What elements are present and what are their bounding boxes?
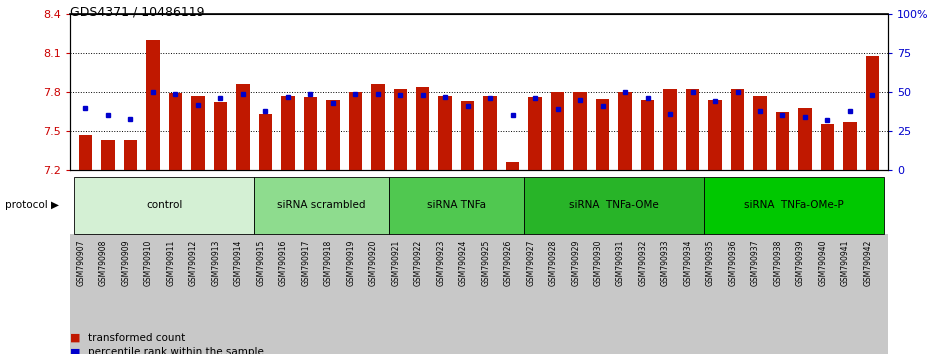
Text: GSM790907: GSM790907 <box>76 240 86 286</box>
Bar <box>506 162 520 170</box>
Text: siRNA  TNFa-OMe-P: siRNA TNFa-OMe-P <box>744 200 844 210</box>
Text: ■: ■ <box>70 333 80 343</box>
Bar <box>303 97 317 170</box>
Bar <box>551 92 565 170</box>
Text: siRNA TNFa: siRNA TNFa <box>427 200 486 210</box>
Bar <box>844 122 857 170</box>
Text: siRNA scrambled: siRNA scrambled <box>277 200 365 210</box>
Text: GSM790914: GSM790914 <box>233 240 243 286</box>
Text: GSM790912: GSM790912 <box>189 240 198 286</box>
Text: GSM790929: GSM790929 <box>571 240 580 286</box>
Bar <box>866 56 879 170</box>
Text: GSM790913: GSM790913 <box>211 240 220 286</box>
Text: GDS4371 / 10486119: GDS4371 / 10486119 <box>70 5 205 18</box>
Text: GSM790926: GSM790926 <box>504 240 512 286</box>
Bar <box>389 177 524 234</box>
Text: GSM790908: GSM790908 <box>99 240 108 286</box>
Text: siRNA  TNFa-OMe: siRNA TNFa-OMe <box>569 200 658 210</box>
Bar <box>101 140 114 170</box>
Bar <box>641 100 655 170</box>
Text: GSM790939: GSM790939 <box>796 240 805 286</box>
Bar <box>168 93 182 170</box>
Bar <box>74 177 254 234</box>
Text: GSM790917: GSM790917 <box>301 240 311 286</box>
Bar <box>326 100 339 170</box>
Bar <box>704 177 884 234</box>
Bar <box>461 101 474 170</box>
Text: protocol ▶: protocol ▶ <box>5 200 59 210</box>
Text: GSM790936: GSM790936 <box>728 240 737 286</box>
Bar <box>214 102 227 170</box>
Bar <box>124 140 138 170</box>
Bar <box>259 114 272 170</box>
Text: GSM790910: GSM790910 <box>144 240 153 286</box>
Text: GSM790925: GSM790925 <box>481 240 490 286</box>
Text: GSM790911: GSM790911 <box>166 240 176 286</box>
Text: GSM790922: GSM790922 <box>414 240 423 286</box>
Bar <box>528 97 542 170</box>
Text: GSM790923: GSM790923 <box>436 240 445 286</box>
Text: GSM790915: GSM790915 <box>257 240 265 286</box>
Bar <box>685 90 699 170</box>
Text: GSM790931: GSM790931 <box>616 240 625 286</box>
Bar <box>438 96 452 170</box>
Bar <box>192 96 205 170</box>
Text: GSM790932: GSM790932 <box>639 240 647 286</box>
Bar <box>776 112 790 170</box>
Bar <box>709 100 722 170</box>
Bar <box>349 92 362 170</box>
Bar <box>618 92 631 170</box>
Text: GSM790927: GSM790927 <box>526 240 535 286</box>
Text: GSM790942: GSM790942 <box>863 240 872 286</box>
Text: GSM790938: GSM790938 <box>774 240 782 286</box>
Bar <box>146 40 160 170</box>
Text: GSM790916: GSM790916 <box>279 240 288 286</box>
Text: GSM790928: GSM790928 <box>549 240 558 286</box>
Text: GSM790930: GSM790930 <box>593 240 603 286</box>
Bar <box>281 96 295 170</box>
Text: GSM790924: GSM790924 <box>458 240 468 286</box>
Bar <box>484 96 497 170</box>
Text: GSM790937: GSM790937 <box>751 240 760 286</box>
Bar <box>753 96 766 170</box>
Bar <box>574 92 587 170</box>
Bar <box>416 87 430 170</box>
Bar <box>663 90 677 170</box>
Text: percentile rank within the sample: percentile rank within the sample <box>88 347 264 354</box>
Bar <box>524 177 704 234</box>
Bar <box>798 108 812 170</box>
Bar <box>731 90 744 170</box>
Bar <box>236 84 249 170</box>
Text: GSM790933: GSM790933 <box>661 240 670 286</box>
Bar <box>254 177 389 234</box>
Bar <box>393 90 407 170</box>
Text: GSM790941: GSM790941 <box>841 240 850 286</box>
Text: control: control <box>146 200 182 210</box>
Text: ■: ■ <box>70 347 80 354</box>
Text: GSM790909: GSM790909 <box>122 240 130 286</box>
Bar <box>596 98 609 170</box>
Bar <box>79 135 92 170</box>
Text: GSM790920: GSM790920 <box>369 240 378 286</box>
Text: GSM790940: GSM790940 <box>818 240 828 286</box>
Text: transformed count: transformed count <box>88 333 186 343</box>
Text: GSM790934: GSM790934 <box>684 240 693 286</box>
Text: GSM790918: GSM790918 <box>324 240 333 286</box>
Text: GSM790921: GSM790921 <box>392 240 400 286</box>
Bar <box>371 84 384 170</box>
Bar <box>820 125 834 170</box>
Text: GSM790935: GSM790935 <box>706 240 715 286</box>
Text: GSM790919: GSM790919 <box>346 240 355 286</box>
